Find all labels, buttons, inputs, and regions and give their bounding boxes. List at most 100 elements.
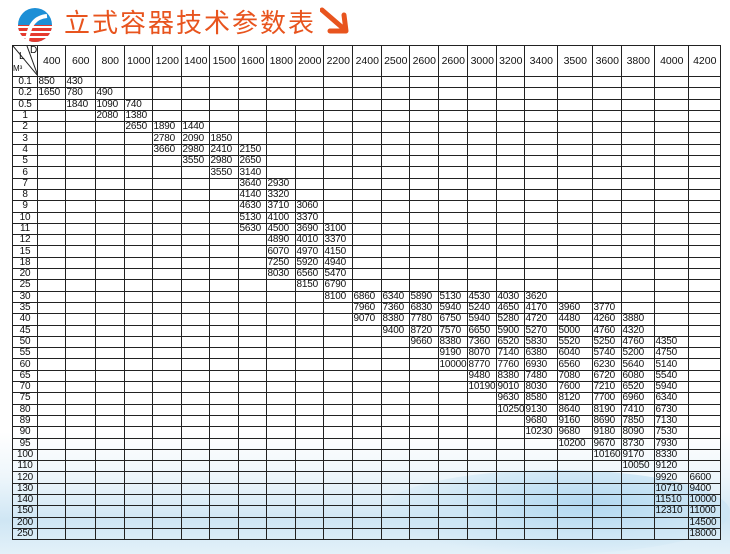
table-cell [496, 109, 525, 123]
table-cell [95, 426, 125, 439]
table-cell [266, 460, 296, 473]
table-cell [295, 414, 324, 428]
table-cell: 8380 [381, 313, 410, 326]
table-cell [266, 87, 296, 100]
table-cell: 3710 [266, 200, 296, 213]
table-cell [688, 166, 721, 179]
table-cell [352, 493, 382, 507]
table-cell [323, 516, 353, 529]
table-cell [688, 426, 721, 439]
table-cell [65, 268, 96, 281]
table-cell: 6720 [592, 369, 622, 383]
row-label: 60 [12, 358, 38, 371]
table-row: 18 7250 5920 4940 [12, 256, 721, 270]
table-cell [654, 222, 689, 236]
row-label: 110 [12, 460, 38, 473]
table-cell [238, 279, 267, 292]
table-cell [37, 290, 66, 303]
table-cell [209, 471, 239, 484]
table-cell [181, 98, 210, 111]
table-cell [381, 75, 410, 89]
table-cell [524, 87, 558, 100]
table-cell [524, 98, 558, 111]
table-cell [688, 211, 721, 224]
row-label: 45 [12, 324, 38, 337]
table-row: 4 3660 2980 2410 2150 [12, 143, 721, 157]
table-cell [95, 155, 125, 168]
table-cell [496, 279, 525, 292]
table-cell [323, 392, 353, 405]
column-header: 3500 [557, 45, 593, 77]
table-cell [654, 200, 689, 213]
table-cell [592, 132, 622, 145]
table-cell [438, 369, 468, 383]
table-cell [209, 268, 239, 281]
table-cell [37, 313, 66, 326]
row-label: 120 [12, 471, 38, 484]
table-cell [467, 98, 497, 111]
row-label: 130 [12, 482, 38, 495]
table-cell [323, 98, 353, 111]
table-cell: 8070 [467, 347, 497, 360]
table-cell [95, 527, 125, 541]
table-cell [592, 279, 622, 292]
table-cell: 6070 [266, 245, 296, 258]
table-cell [181, 234, 210, 247]
table-cell [557, 460, 593, 473]
table-cell [557, 166, 593, 179]
table-cell: 3660 [152, 143, 182, 157]
table-cell [181, 403, 210, 416]
table-cell [37, 414, 66, 428]
table-cell [381, 200, 410, 213]
table-cell [95, 414, 125, 428]
table-cell [124, 493, 153, 507]
table-cell [152, 301, 182, 315]
table-cell [37, 493, 66, 507]
table-cell [95, 482, 125, 495]
table-cell [352, 279, 382, 292]
table-cell: 9180 [592, 426, 622, 439]
table-cell [688, 188, 721, 202]
table-cell [209, 392, 239, 405]
table-cell: 4350 [654, 335, 689, 349]
table-cell: 4480 [557, 313, 593, 326]
table-cell [152, 188, 182, 202]
table-cell [381, 505, 410, 518]
table-cell [496, 516, 525, 529]
table-cell [266, 482, 296, 495]
table-cell [381, 211, 410, 224]
table-cell [152, 155, 182, 168]
table-row: 65 9480 8380 7480 7080 6720 6080 5540 [12, 369, 721, 383]
table-cell: 5000 [557, 324, 593, 337]
table-cell: 6040 [557, 347, 593, 360]
table-cell [238, 527, 267, 541]
table-cell: 7140 [496, 347, 525, 360]
table-cell [409, 493, 439, 507]
table-cell [467, 403, 497, 416]
table-cell: 4650 [496, 301, 525, 315]
table-cell [209, 414, 239, 428]
table-cell [95, 256, 125, 270]
table-cell: 7780 [409, 313, 439, 326]
table-cell [467, 188, 497, 202]
table-cell [37, 188, 66, 202]
table-cell [65, 211, 96, 224]
table-cell [621, 234, 655, 247]
table-cell [438, 222, 468, 236]
table-cell: 10710 [654, 482, 689, 495]
table-cell: 10190 [467, 381, 497, 394]
table-cell [688, 143, 721, 157]
table-row: 2 2650 1890 1440 [12, 121, 721, 134]
table-cell: 4940 [323, 256, 353, 270]
table-cell [238, 324, 267, 337]
table-cell [592, 493, 622, 507]
table-row: 6 3550 3140 [12, 166, 721, 179]
table-cell [352, 426, 382, 439]
table-cell: 4100 [266, 211, 296, 224]
table-cell [654, 132, 689, 145]
table-cell [152, 335, 182, 349]
table-cell [124, 527, 153, 541]
table-cell [381, 188, 410, 202]
table-cell [65, 505, 96, 518]
table-cell [209, 75, 239, 89]
